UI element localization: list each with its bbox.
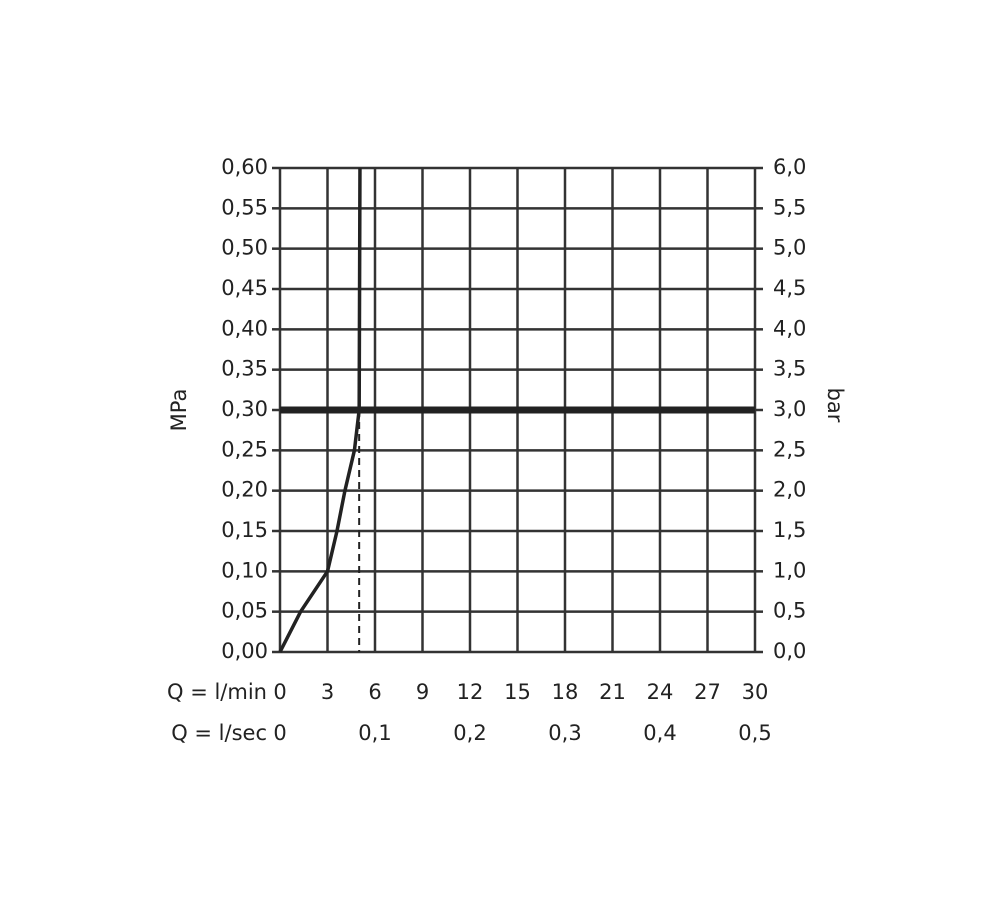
x-tick-label: 9: [416, 680, 429, 704]
y-axis-label: MPa: [167, 389, 191, 432]
y2-tick-label: 6,0: [773, 155, 806, 179]
x-tick-label: 12: [457, 680, 484, 704]
y2-tick-label: 2,0: [773, 478, 806, 502]
y2-tick-label: 5,0: [773, 236, 806, 260]
y2-tick-label: 2,5: [773, 437, 806, 461]
y-tick-label: 0,55: [221, 195, 268, 219]
y-tick-label: 0,05: [221, 599, 268, 623]
y-tick-label: 0,60: [221, 155, 268, 179]
x-tick-label: 21: [599, 680, 626, 704]
x-tick-label: 3: [321, 680, 334, 704]
y-tick-label: 0,15: [221, 518, 268, 542]
y2-tick-label: 0,5: [773, 599, 806, 623]
y2-tick-label: 3,0: [773, 397, 806, 421]
x2-tick-label: 0,4: [643, 721, 676, 745]
y-tick-label: 0,30: [221, 397, 268, 421]
x-tick-label: 30: [742, 680, 769, 704]
y2-tick-label: 5,5: [773, 195, 806, 219]
x2-axis-label: Q = l/sec: [171, 721, 267, 745]
y-tick-label: 0,20: [221, 478, 268, 502]
x2-tick-label: 0: [273, 721, 286, 745]
x2-tick-label: 0,5: [738, 721, 771, 745]
y2-axis-label: bar: [823, 388, 847, 423]
x2-tick-label: 0,3: [548, 721, 581, 745]
y-tick-label: 0,25: [221, 437, 268, 461]
y-tick-label: 0,35: [221, 357, 268, 381]
y-tick-label: 0,50: [221, 236, 268, 260]
y-tick-label: 0,00: [221, 639, 268, 663]
x-tick-label: 6: [368, 680, 381, 704]
x2-tick-label: 0,1: [358, 721, 391, 745]
y2-tick-label: 1,0: [773, 558, 806, 582]
y2-tick-label: 1,5: [773, 518, 806, 542]
x-axis-label: Q = l/min: [167, 680, 267, 704]
x-tick-label: 18: [552, 680, 579, 704]
y-tick-label: 0,40: [221, 316, 268, 340]
y2-tick-label: 0,0: [773, 639, 806, 663]
y2-tick-label: 4,0: [773, 316, 806, 340]
y-tick-label: 0,10: [221, 558, 268, 582]
x-tick-label: 27: [694, 680, 721, 704]
x-tick-label: 0: [273, 680, 286, 704]
y2-tick-label: 4,5: [773, 276, 806, 300]
y-tick-label: 0,45: [221, 276, 268, 300]
x-tick-label: 24: [647, 680, 674, 704]
x-tick-label: 15: [504, 680, 531, 704]
x2-tick-label: 0,2: [453, 721, 486, 745]
flow-curve: [278, 167, 362, 653]
y2-tick-label: 3,5: [773, 357, 806, 381]
